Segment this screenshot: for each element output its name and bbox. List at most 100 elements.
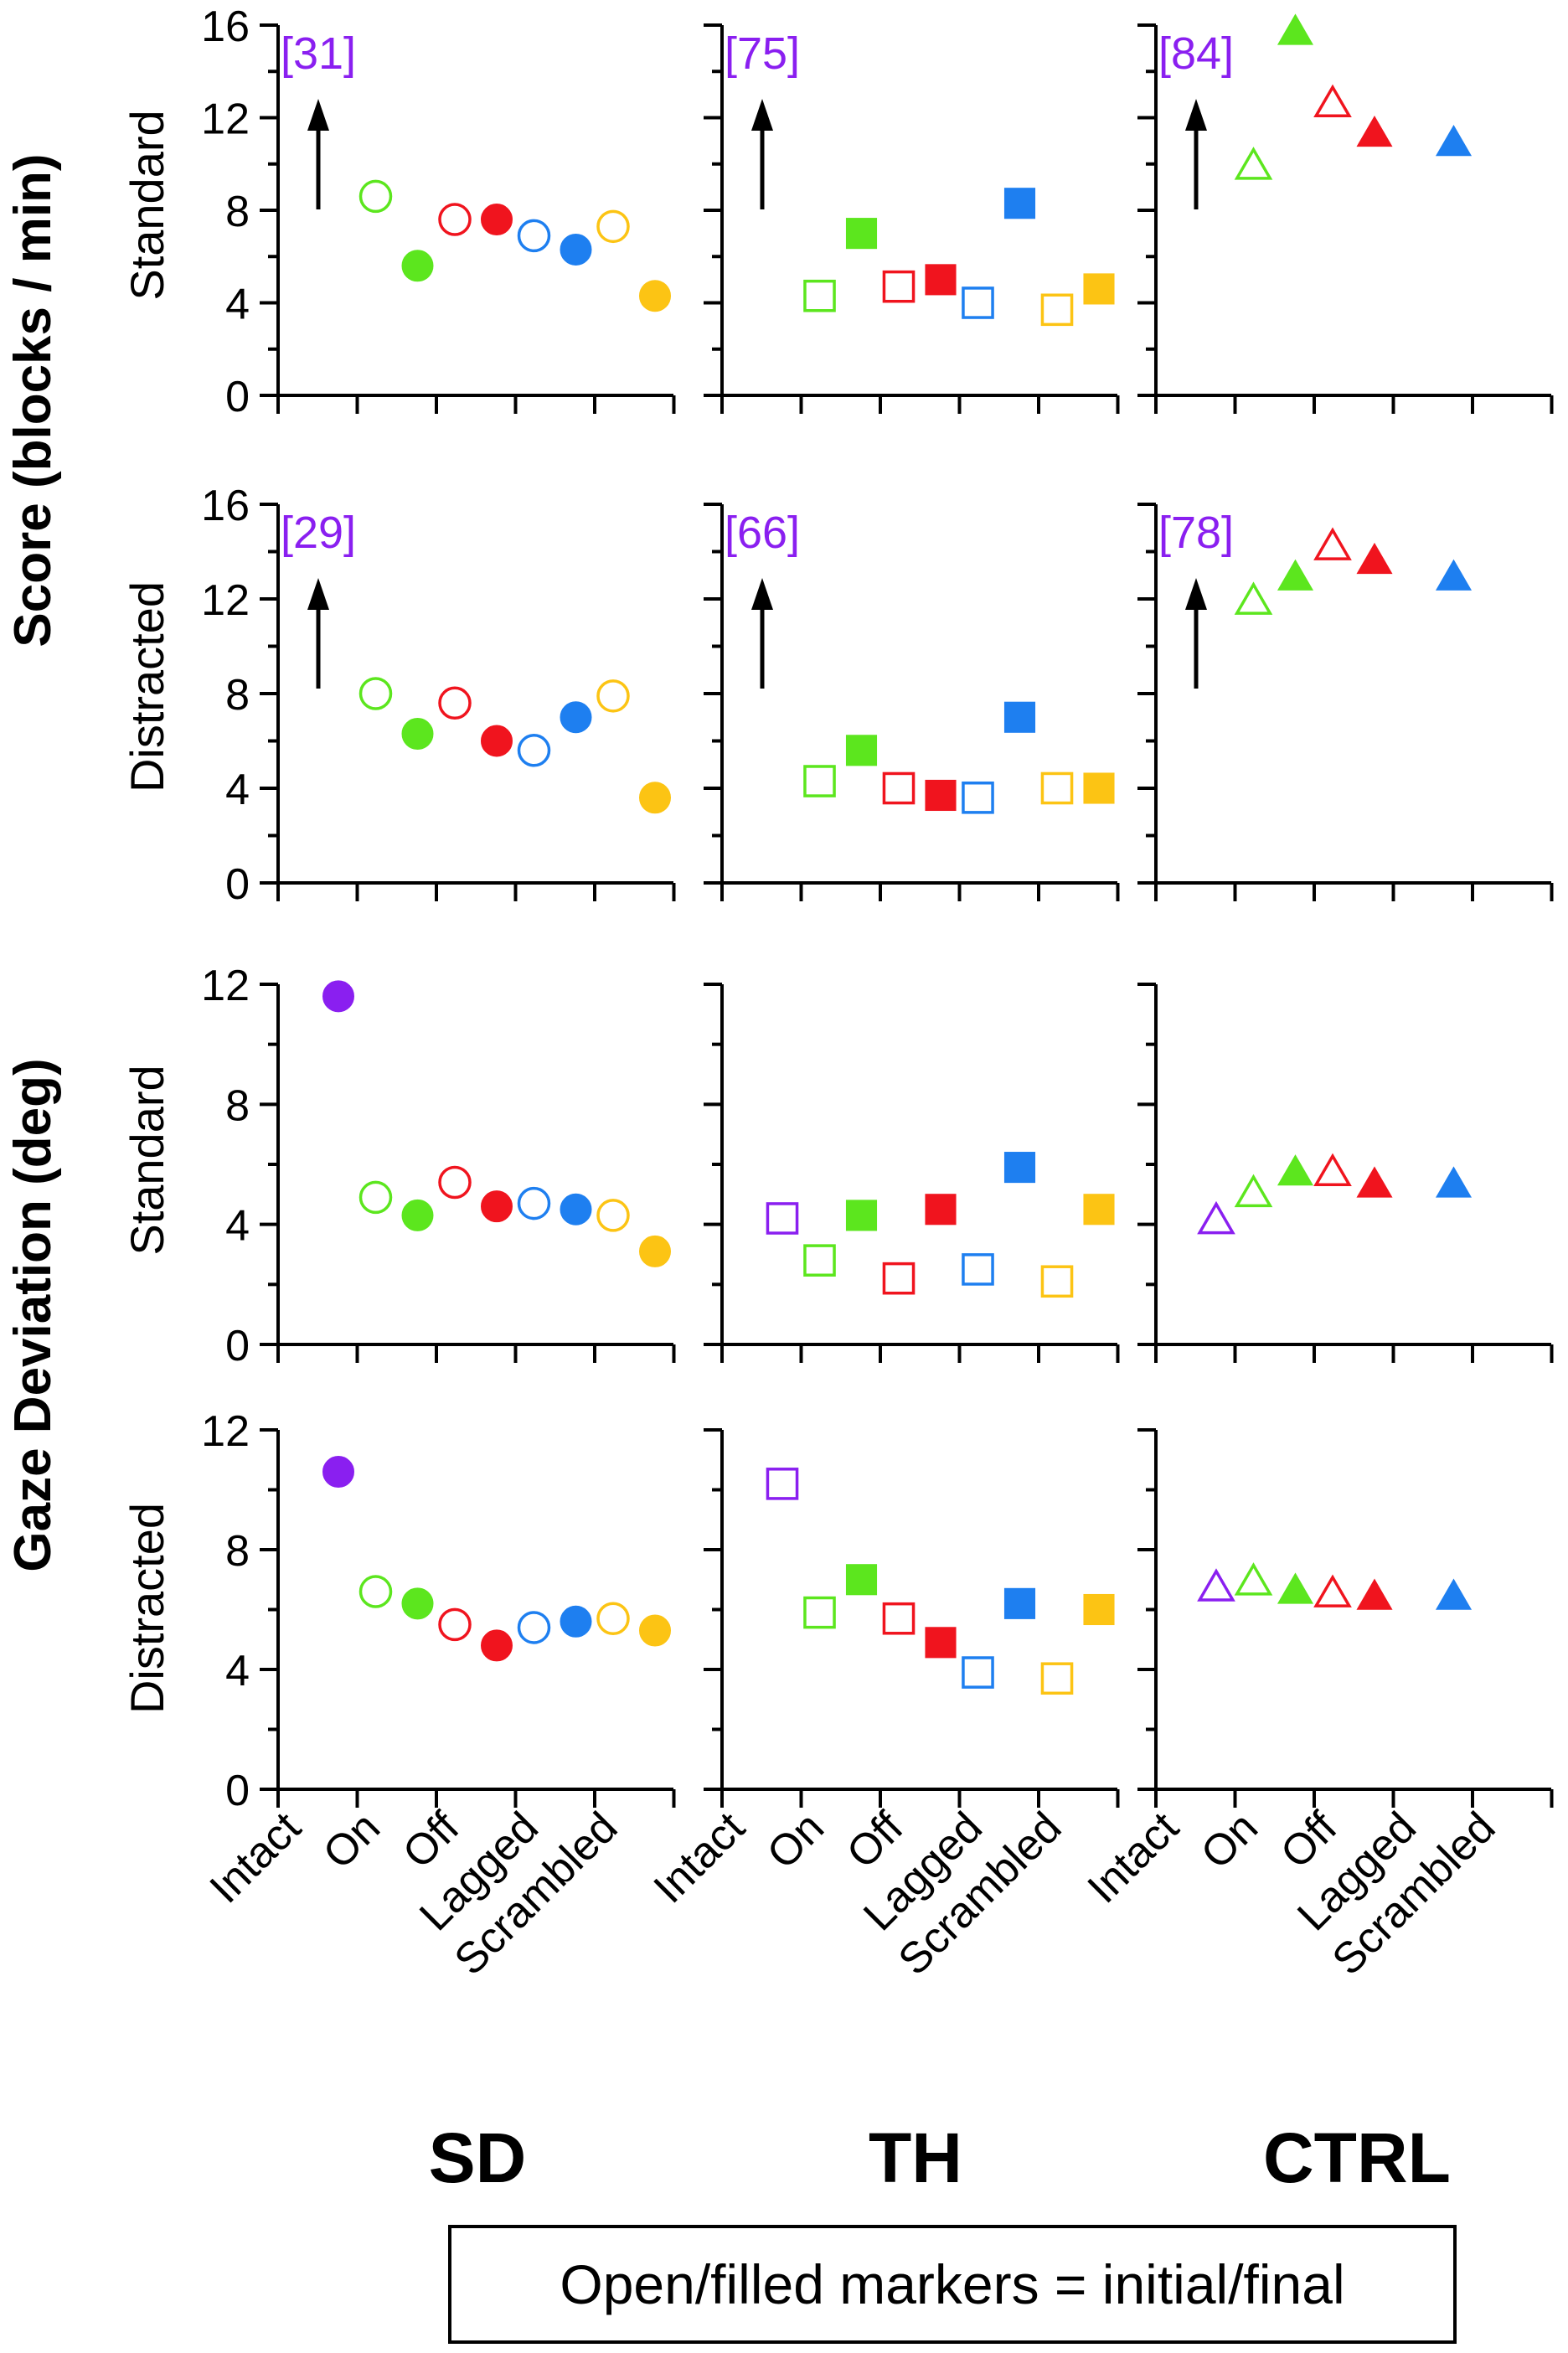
arrow-head <box>751 99 773 131</box>
y-tick-label: 8 <box>225 671 250 720</box>
marker-th-scrambled-initial <box>1040 1265 1074 1298</box>
marker-ctrl-on-final <box>1277 559 1314 591</box>
marker-ctrl-on-final <box>1277 1154 1314 1186</box>
marker-th-on-initial <box>803 765 836 797</box>
x-label-sd-intact: Intact <box>201 1803 311 1912</box>
marker-ctrl-off-final <box>1356 542 1393 575</box>
marker-sd-on-final <box>401 718 434 751</box>
marker-sd-off-final <box>481 1190 513 1223</box>
marker-th-scrambled-final <box>1083 1194 1115 1226</box>
y-tick-label: 12 <box>201 962 250 1010</box>
row-label-score-standard: Standard <box>121 110 173 300</box>
marker-sd-on-final <box>401 1199 434 1231</box>
annotation-count-ctrl: [78] <box>1158 508 1234 558</box>
marker-ctrl-lagged-final <box>1435 1578 1473 1610</box>
up-arrow-icon <box>1185 99 1207 209</box>
annotation-count-ctrl: [84] <box>1158 28 1234 79</box>
y-tick-label: 16 <box>201 482 250 530</box>
group-title-ctrl: CTRL <box>1263 2118 1451 2197</box>
marker-th-scrambled-initial <box>1040 1662 1074 1695</box>
marker-th-on-initial <box>803 1596 836 1629</box>
up-arrow-icon <box>751 578 773 689</box>
marker-th-intact-initial <box>766 1468 799 1500</box>
y-tick-label: 8 <box>225 1527 250 1576</box>
arrow-head <box>1185 99 1207 131</box>
annotation-count-th: [66] <box>725 508 800 558</box>
panel-score-distracted-ctrl: [78] <box>1137 503 1554 901</box>
marker-sd-on-initial <box>358 179 393 214</box>
marker-th-on-initial <box>803 1244 836 1277</box>
score-axis-title: Score (blocks / min) <box>4 153 62 647</box>
panel-gaze-distracted-ctrl <box>1137 1428 1554 1808</box>
marker-sd-on-initial <box>358 1180 393 1215</box>
marker-ctrl-off-initial <box>1313 1153 1352 1187</box>
marker-sd-on-initial <box>358 1575 393 1608</box>
y-tick-label: 0 <box>225 1767 250 1815</box>
marker-th-scrambled-initial <box>1040 293 1074 327</box>
marker-th-on-initial <box>803 279 836 312</box>
marker-sd-scrambled-initial <box>596 1199 630 1232</box>
x-label-ctrl-on: On <box>1192 1803 1267 1878</box>
y-tick-label: 12 <box>201 576 250 625</box>
annotation-count-sd: [29] <box>281 508 356 558</box>
marker-sd-lagged-final <box>560 1605 592 1638</box>
marker-th-lagged-initial <box>962 782 994 814</box>
marker-sd-scrambled-initial <box>596 209 630 244</box>
marker-th-off-initial <box>882 270 916 303</box>
panel-gaze-distracted-sd: 0 4 8 12 <box>201 1407 676 1815</box>
gaze-axis-title: Gaze Deviation (deg) <box>4 1058 62 1571</box>
marker-ctrl-on-initial <box>1234 581 1273 615</box>
marker-th-lagged-final <box>1003 1152 1036 1184</box>
panel-score-distracted-th: [66] <box>704 503 1120 901</box>
marker-th-off-final <box>925 1194 957 1226</box>
marker-sd-scrambled-final <box>639 1614 671 1647</box>
marker-th-on-final <box>845 735 878 766</box>
marker-ctrl-off-final <box>1356 1578 1393 1610</box>
marker-th-off-initial <box>882 771 916 805</box>
marker-ctrl-on-final <box>1277 13 1314 45</box>
panel-score-standard-ctrl: [84] <box>1137 13 1554 414</box>
marker-th-lagged-initial <box>962 1253 994 1286</box>
arrow-head <box>751 578 773 610</box>
marker-ctrl-on-initial <box>1234 1562 1273 1596</box>
row-label-score-distracted: Distracted <box>121 581 173 792</box>
row-label-gaze-standard: Standard <box>121 1065 173 1255</box>
marker-ctrl-off-initial <box>1313 84 1352 118</box>
marker-sd-scrambled-final <box>639 280 671 312</box>
y-tick-label: 8 <box>225 1081 250 1130</box>
marker-sd-lagged-final <box>560 233 592 266</box>
y-tick-label: 4 <box>225 281 250 329</box>
marker-th-off-initial <box>882 1602 916 1635</box>
arrow-head <box>1185 578 1207 610</box>
marker-sd-off-final <box>481 1629 513 1662</box>
marker-sd-lagged-final <box>560 1193 592 1226</box>
marker-th-intact-initial <box>766 1202 799 1235</box>
marker-ctrl-on-initial <box>1234 147 1273 180</box>
marker-ctrl-off-final <box>1356 1166 1393 1198</box>
marker-sd-lagged-initial <box>517 1611 551 1644</box>
marker-sd-scrambled-initial <box>596 679 630 713</box>
arrow-head <box>307 578 329 610</box>
marker-th-scrambled-final <box>1083 1593 1115 1626</box>
marker-th-lagged-initial <box>962 1656 994 1689</box>
marker-th-off-final <box>925 779 957 812</box>
panel-gaze-standard-ctrl <box>1137 983 1554 1363</box>
marker-sd-off-final <box>481 725 513 757</box>
marker-sd-intact-final <box>322 980 354 1013</box>
marker-th-lagged-final <box>1003 1587 1036 1619</box>
marker-th-off-initial <box>882 1262 916 1295</box>
marker-th-scrambled-final <box>1083 273 1115 305</box>
x-label-th-on: On <box>758 1803 833 1878</box>
marker-th-off-final <box>925 264 957 296</box>
marker-ctrl-intact-initial <box>1197 1568 1235 1602</box>
panel-gaze-distracted-th <box>704 1428 1120 1808</box>
x-label-ctrl-intact: Intact <box>1079 1803 1189 1912</box>
arrow-head <box>307 99 329 131</box>
marker-th-off-final <box>925 1627 957 1659</box>
up-arrow-icon <box>307 578 329 689</box>
annotation-count-sd: [31] <box>281 28 356 79</box>
marker-ctrl-off-initial <box>1313 527 1352 560</box>
marker-sd-on-initial <box>358 677 393 710</box>
marker-sd-scrambled-final <box>639 1235 671 1267</box>
